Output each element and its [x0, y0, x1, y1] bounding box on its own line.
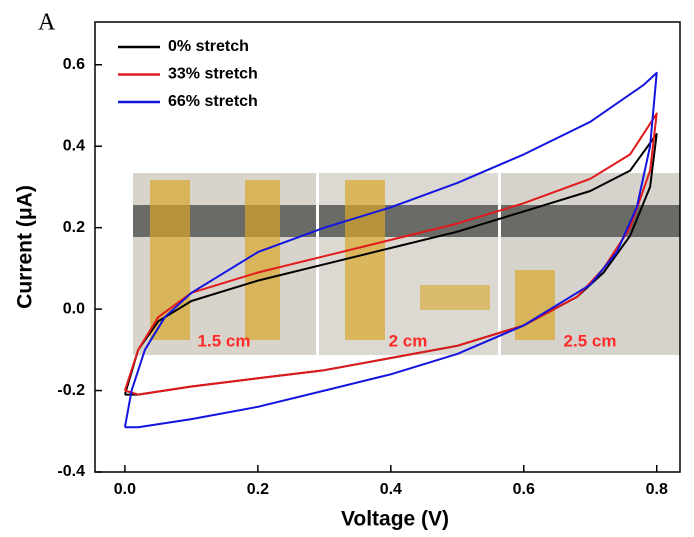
x-tick-label: 0.0 [114, 481, 136, 498]
x-tick-label: 0.8 [646, 481, 668, 498]
legend-label: 66% stretch [168, 93, 258, 110]
photo-tape [515, 270, 555, 340]
photo-ruler [501, 205, 680, 237]
y-tick-label: 0.4 [63, 137, 85, 154]
panel-label: A [38, 10, 56, 36]
y-axis-label: Current (μA) [14, 185, 37, 309]
series-line [123, 112, 658, 396]
photo-tape [420, 285, 490, 310]
x-axis-label: Voltage (V) [341, 508, 449, 531]
y-tick-label: 0.2 [63, 219, 85, 236]
inset-label: 1.5 cm [198, 331, 251, 350]
y-tick-label: 0.6 [63, 56, 85, 73]
inset-label: 2 cm [389, 331, 428, 350]
legend-label: 33% stretch [168, 66, 258, 83]
series-line [123, 71, 658, 429]
inset-photos: 1.5 cm 2 cm 2.5 cm [133, 173, 680, 355]
legend-label: 0% stretch [168, 38, 249, 55]
x-tick-label: 0.2 [247, 481, 269, 498]
photo-tape [245, 180, 280, 340]
y-tick-label: -0.2 [57, 382, 85, 399]
photo-tape [150, 180, 190, 340]
x-tick-label: 0.6 [513, 481, 535, 498]
photo-tape [345, 180, 385, 340]
y-tick-label: -0.4 [57, 463, 85, 480]
plot-frame [94, 21, 681, 473]
x-tick-label: 0.4 [380, 481, 402, 498]
y-tick-label: 0.0 [63, 300, 85, 317]
inset-label: 2.5 cm [564, 331, 617, 350]
